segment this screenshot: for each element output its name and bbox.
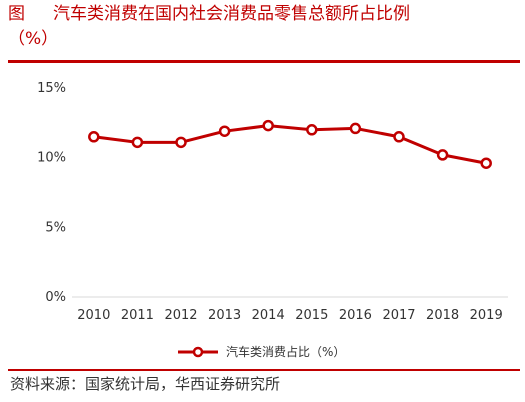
x-tick-label: 2011	[121, 308, 154, 323]
data-point	[88, 131, 100, 143]
x-tick-label: 2014	[252, 308, 285, 323]
data-point	[349, 122, 362, 135]
figure-label: 图	[8, 4, 25, 24]
data-point	[436, 149, 449, 161]
figure-title-block: 图 汽车类消费在国内社会消费品零售总额所占比例 （%）	[8, 2, 520, 52]
data-point	[393, 131, 405, 143]
data-point	[480, 157, 492, 169]
x-tick-label: 2013	[208, 308, 241, 323]
x-tick-label: 2019	[470, 308, 503, 323]
x-tick-label: 2015	[295, 308, 328, 323]
data-point	[306, 124, 318, 136]
data-point	[262, 119, 274, 132]
x-tick-label: 2018	[426, 308, 459, 323]
data-point	[131, 136, 144, 149]
bottom-divider	[8, 369, 520, 371]
source-note: 资料来源：国家统计局，华西证券研究所	[10, 375, 281, 393]
data-point	[175, 136, 187, 149]
figure-title: 图 汽车类消费在国内社会消费品零售总额所占比例	[8, 2, 520, 27]
x-tick-label: 2010	[77, 308, 110, 323]
series-line	[93, 124, 487, 165]
figure-title-line2: （%）	[8, 29, 59, 49]
line-chart: 0% 5% 10% 15% 2010 2011 2012 2013 2014 2015 2016 20…	[37, 81, 508, 359]
legend-marker	[192, 346, 204, 358]
figure-title-line1: 汽车类消费在国内社会消费品零售总额所占比例	[53, 4, 410, 24]
y-tick-label: 0%	[45, 290, 66, 305]
chart-container: 0% 5% 10% 15% 2010 2011 2012 2013 2014 2015 2016 20…	[8, 64, 520, 370]
x-tick-label: 2017	[382, 308, 415, 323]
y-tick-label: 15%	[37, 81, 66, 96]
legend-label: 汽车类消费占比（%）	[226, 344, 345, 359]
top-divider	[8, 60, 520, 63]
x-tick-label: 2016	[339, 308, 372, 323]
y-tick-label: 5%	[45, 220, 66, 235]
data-point	[218, 125, 231, 137]
y-tick-label: 10%	[37, 151, 66, 166]
x-tick-label: 2012	[164, 308, 197, 323]
